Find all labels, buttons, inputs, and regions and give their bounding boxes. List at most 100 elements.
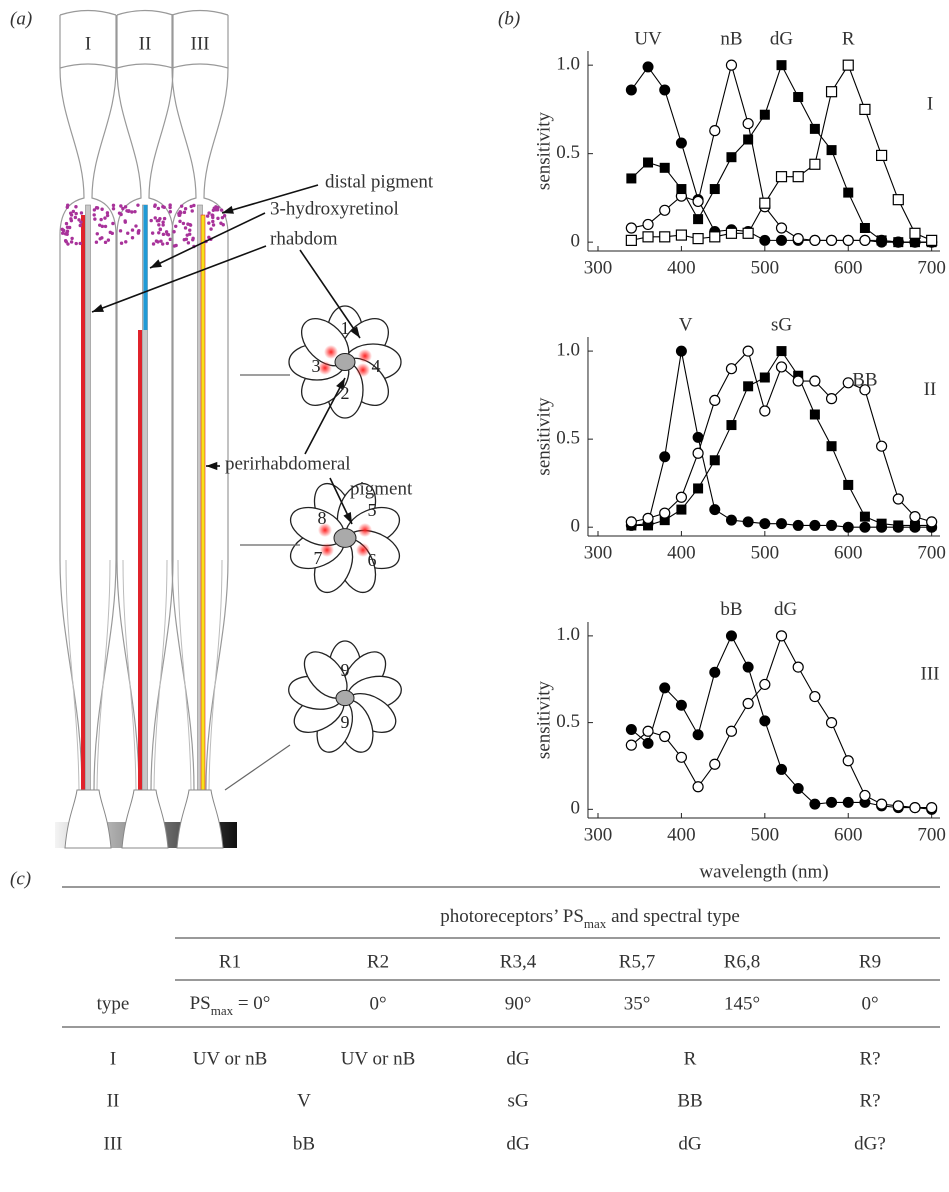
table-cell: UV or nB xyxy=(341,1048,416,1069)
pigment-granule xyxy=(98,237,102,241)
pigment-granule xyxy=(183,226,188,230)
point xyxy=(825,234,838,246)
x-tick-label: 500 xyxy=(751,824,780,845)
pigment-granule xyxy=(100,224,105,229)
pigment-granule xyxy=(103,216,107,220)
pigment-granule xyxy=(106,238,111,242)
pigment-granule xyxy=(130,210,134,214)
pigment-granule xyxy=(92,208,97,212)
column-header: R5,7 xyxy=(619,951,655,972)
pigment-granule xyxy=(157,231,161,235)
point xyxy=(776,763,788,775)
point xyxy=(809,158,821,170)
point xyxy=(859,384,871,396)
pigment-granule xyxy=(216,205,220,210)
point xyxy=(742,117,754,130)
header-text: and spectral type xyxy=(606,906,739,927)
pigment-granule xyxy=(205,214,210,218)
row-header: type xyxy=(97,993,130,1014)
series-line xyxy=(631,634,932,810)
point xyxy=(709,394,721,406)
point xyxy=(775,361,788,373)
point xyxy=(676,184,687,195)
chart: 300 400 500 600 700 0 0.5 1.0 sensitivity II V sG BB xyxy=(533,314,946,563)
cell-number: 4 xyxy=(372,356,381,376)
point xyxy=(843,479,854,490)
x-tick-label: 600 xyxy=(834,824,863,845)
point xyxy=(659,515,670,526)
point xyxy=(876,798,888,810)
point xyxy=(659,730,671,743)
pigment-granule xyxy=(211,223,216,227)
pigment-granule xyxy=(99,217,103,222)
table-cell: 145° xyxy=(724,993,760,1014)
point xyxy=(825,717,838,729)
point xyxy=(842,521,854,533)
point xyxy=(675,491,688,503)
arrow xyxy=(149,212,266,269)
point xyxy=(659,231,671,243)
point xyxy=(625,84,637,96)
pigment-granule xyxy=(130,236,135,240)
y-tick-label: 0 xyxy=(570,231,580,252)
series-label: UV xyxy=(634,29,662,50)
table-cell: dG xyxy=(506,1133,530,1154)
point xyxy=(642,725,654,737)
point xyxy=(776,234,788,246)
point xyxy=(876,518,887,529)
pigment-granule xyxy=(191,238,195,242)
point xyxy=(743,381,754,392)
pigment-granule xyxy=(207,221,211,225)
pigment-granule xyxy=(209,227,213,231)
point xyxy=(926,801,938,814)
series-label: V xyxy=(679,314,693,335)
table-cell: dG? xyxy=(854,1133,886,1154)
pigment-granule xyxy=(161,232,166,237)
point xyxy=(675,345,687,357)
point xyxy=(792,171,804,183)
y-axis-label: sensitivity xyxy=(533,397,554,476)
point xyxy=(892,800,904,812)
pigment-granule xyxy=(65,205,69,209)
pigment-granule xyxy=(179,204,184,208)
rhabdom-color xyxy=(138,330,142,800)
point xyxy=(726,420,737,431)
point xyxy=(909,511,921,523)
point xyxy=(809,409,820,420)
pigment-granule xyxy=(103,240,108,245)
point xyxy=(642,512,654,524)
point xyxy=(859,103,871,116)
chart-annotation: II xyxy=(924,379,937,400)
pigment-granule xyxy=(78,223,82,228)
callout: pigment xyxy=(350,478,413,499)
pigment-granule xyxy=(161,205,165,209)
cell-number: 2 xyxy=(341,383,350,403)
y-tick-label: 0.5 xyxy=(556,142,580,163)
pigment-granule xyxy=(118,229,123,233)
pigment-granule xyxy=(111,203,116,208)
point xyxy=(709,455,720,466)
foot xyxy=(121,789,169,849)
pigment-granule xyxy=(149,218,153,223)
perirhabdomeral-pigment xyxy=(318,361,332,375)
pigment-granule xyxy=(77,218,81,222)
point xyxy=(642,231,654,243)
pigment-granule xyxy=(212,206,216,210)
y-tick-label: 1.0 xyxy=(556,624,580,645)
point xyxy=(892,194,904,206)
inner-edge xyxy=(177,559,223,791)
pigment-granule xyxy=(168,210,173,214)
pigment-granule xyxy=(188,232,192,236)
pigment-granule xyxy=(222,213,227,218)
point xyxy=(675,229,688,241)
column-header: R2 xyxy=(367,951,389,972)
pigment-granule xyxy=(79,220,83,224)
point xyxy=(809,798,821,810)
table-cell: R? xyxy=(859,1090,880,1111)
cell-subscript: max xyxy=(211,1003,234,1018)
pigment-granule xyxy=(161,223,165,227)
pigment-granule xyxy=(153,204,157,208)
point xyxy=(693,483,704,494)
pigment-granule xyxy=(92,213,96,217)
